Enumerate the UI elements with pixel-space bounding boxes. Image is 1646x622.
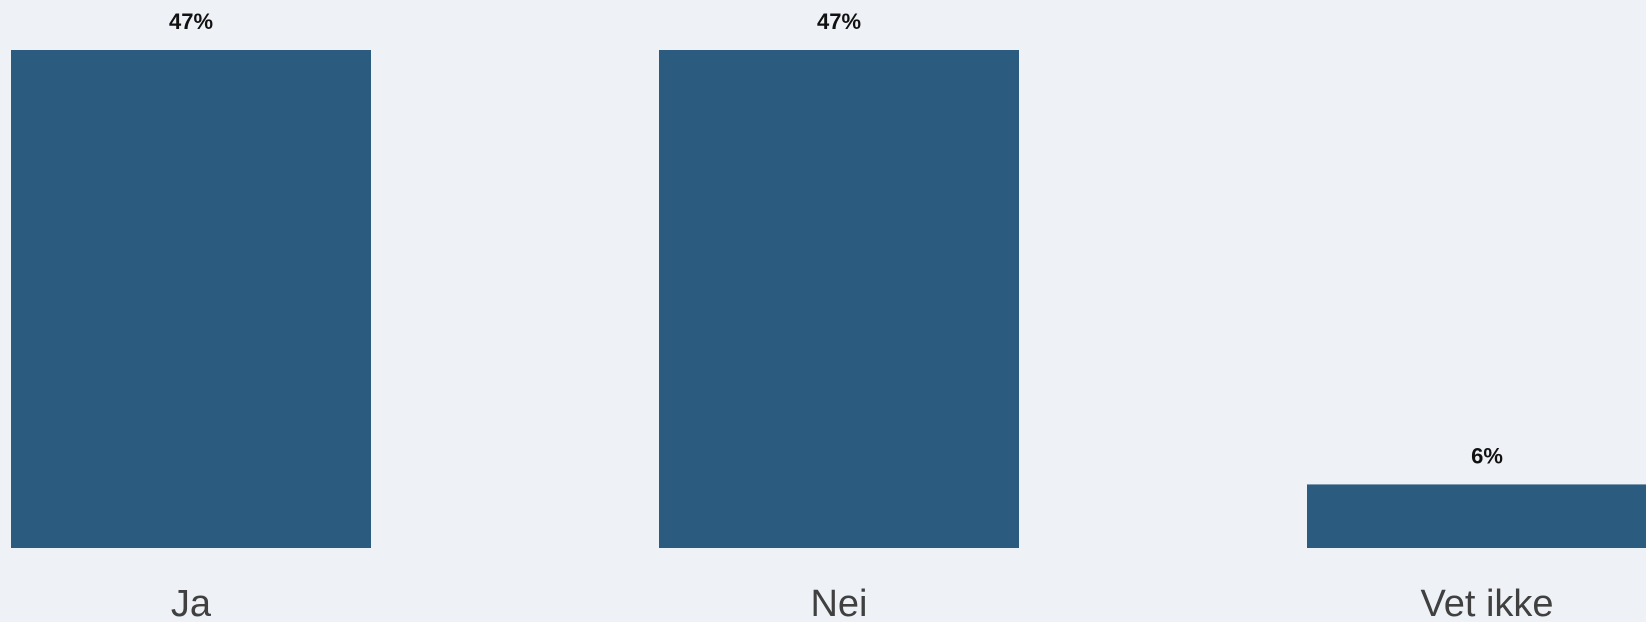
category-label-vet-ikke: Vet ikke bbox=[1420, 583, 1553, 622]
bar-vet-ikke bbox=[1307, 484, 1646, 548]
category-label-nei: Nei bbox=[810, 583, 867, 622]
bar-nei bbox=[659, 50, 1019, 548]
data-label-nei: 47% bbox=[817, 9, 861, 34]
data-label-vet-ikke: 6% bbox=[1471, 443, 1503, 468]
data-label-ja: 47% bbox=[169, 9, 213, 34]
bar-ja bbox=[11, 50, 371, 548]
category-label-ja: Ja bbox=[171, 583, 212, 622]
